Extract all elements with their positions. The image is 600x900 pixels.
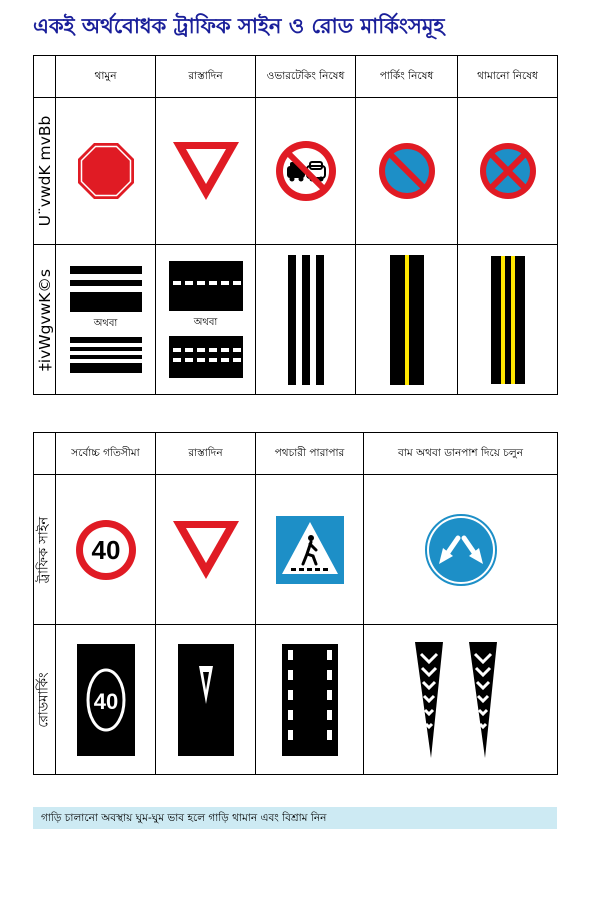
table1-sign-row: U¨vwdK mvBb [33, 97, 558, 245]
table1-header-row: থামুন রাস্তাদিন ওভারটেকিং নিষেধ পার্কিং … [33, 55, 558, 98]
stop-line-alt-marking-icon [69, 337, 142, 373]
speed-limit-value: 40 [91, 535, 120, 565]
header-pedestrian-crossing: পথচারী পারাপার [255, 432, 364, 475]
row-label-traffic-sign: U¨vwdK mvBb [33, 97, 56, 245]
give-way-sign-icon [172, 520, 239, 579]
table1-corner [33, 55, 56, 98]
header-speed-limit: সর্বোচ্চ গতিসীমা [55, 432, 156, 475]
or-label: অথবা [193, 317, 218, 328]
no-overtaking-sign-icon [275, 141, 336, 201]
speed-limit-road-marking-icon: 40 [76, 643, 135, 756]
double-white-line-marking-icon [285, 254, 326, 385]
row-label-road-marking-text: ‡ivWgvwK©s [35, 268, 54, 371]
cell-no-stopping-marking [457, 244, 558, 395]
give-way-triangle-marking-icon [177, 643, 234, 756]
header-stop: থামুন [55, 55, 156, 98]
keep-left-or-right-sign-icon [424, 513, 497, 586]
cell-no-stopping-sign [457, 97, 558, 245]
cell-speed-limit-sign: 40 [55, 474, 156, 625]
cell-keep-left-right-marking [363, 624, 558, 775]
cell-keep-left-right-sign [363, 474, 558, 625]
cell-stop-sign [55, 97, 156, 245]
header-no-stopping: থামানো নিষেধ [457, 55, 558, 98]
header-keep-left-right: বাম অথবা ডানপাশ দিয়ে চলুন [363, 432, 558, 475]
cell-no-overtaking-sign [255, 97, 356, 245]
page-title: একই অর্থবোধক ট্রাফিক সাইন ও রোড মার্কিংস… [33, 14, 445, 38]
stop-line-marking-icon [69, 266, 142, 312]
row-label-road-marking: রোডমার্কিং [33, 624, 56, 775]
yellow-double-line-marking-icon [490, 255, 525, 384]
give-way-sign-icon [172, 142, 239, 200]
give-way-line-alt-marking-icon [168, 336, 243, 378]
cell-pedestrian-crossing-sign [255, 474, 364, 625]
chevron-island-marking-icon [414, 641, 497, 758]
cell-give-way-sign-2 [155, 474, 256, 625]
header-give-way: রাস্তাদিন [155, 55, 256, 98]
zebra-crossing-marking-icon [281, 643, 338, 756]
give-way-line-marking-icon [168, 261, 243, 311]
header-no-parking: পার্কিং নিষেধ [355, 55, 458, 98]
row-label-road-marking-text: রোডমার্কিং [36, 671, 51, 728]
table-same-meaning-signs: থামুন রাস্তাদিন ওভারটেকিং নিষেধ পার্কিং … [33, 55, 558, 395]
yellow-single-line-marking-icon [389, 254, 424, 385]
cell-give-way-marking: অথবা [155, 244, 256, 395]
cell-no-parking-marking [355, 244, 458, 395]
speed-limit-sign-icon: 40 [75, 519, 136, 580]
speed-limit-marking-value: 40 [93, 689, 117, 714]
header-give-way: রাস্তাদিন [155, 432, 256, 475]
table1-marking-row: ‡ivWgvwK©s অথবা [33, 244, 558, 395]
table2-header-row: সর্বোচ্চ গতিসীমা রাস্তাদিন পথচারী পারাপা… [33, 432, 558, 475]
pedestrian-crossing-sign-icon [275, 515, 344, 584]
cell-no-overtaking-marking [255, 244, 356, 395]
cell-give-way-sign [155, 97, 256, 245]
table2-marking-row: রোডমার্কিং 40 [33, 624, 558, 775]
cell-pedestrian-crossing-marking [255, 624, 364, 775]
no-parking-sign-icon [378, 143, 435, 199]
cell-no-parking-sign [355, 97, 458, 245]
row-label-traffic-sign-text: ট্রাফিক সাইন [36, 516, 51, 583]
table-speed-and-crossing: সর্বোচ্চ গতিসীমা রাস্তাদিন পথচারী পারাপা… [33, 432, 558, 775]
stop-sign-icon [77, 143, 134, 199]
header-no-overtaking: ওভারটেকিং নিষেধ [255, 55, 356, 98]
row-label-road-marking: ‡ivWgvwK©s [33, 244, 56, 395]
or-label: অথবা [93, 318, 118, 329]
table2-sign-row: ট্রাফিক সাইন 40 [33, 474, 558, 625]
cell-give-way-marking-2 [155, 624, 256, 775]
cell-speed-limit-marking: 40 [55, 624, 156, 775]
table2-corner [33, 432, 56, 475]
no-stopping-sign-icon [479, 143, 536, 199]
row-label-traffic-sign: ট্রাফিক সাইন [33, 474, 56, 625]
row-label-traffic-sign-text: U¨vwdK mvBb [35, 115, 54, 227]
footer-safety-note: গাড়ি চালানো অবস্থায় ঘুম-ঘুম ভাব হলে গা… [33, 807, 557, 829]
cell-stop-marking: অথবা [55, 244, 156, 395]
